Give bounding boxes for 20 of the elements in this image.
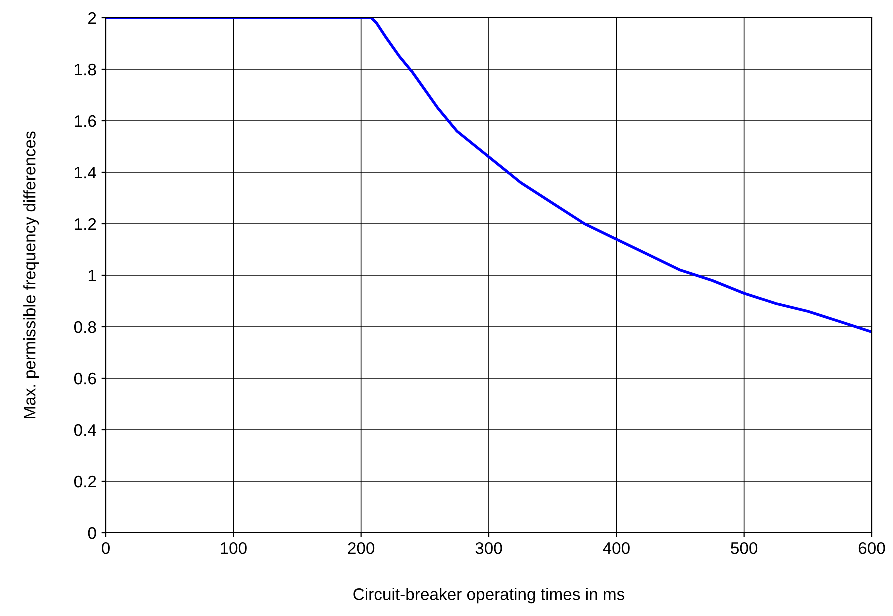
y-tick-label: 0.8 [74, 321, 96, 334]
x-tick-label: 400 [603, 542, 630, 554]
x-tick-label: 100 [221, 542, 247, 554]
y-axis-title: Max. permissible frequency differences [24, 132, 40, 418]
y-tick-label: 0.2 [74, 476, 96, 488]
y-tick-label: 1.2 [75, 218, 96, 230]
y-tick-label: 1.4 [75, 167, 96, 179]
y-tick-label: 0.4 [74, 424, 96, 436]
y-tick-label: 0.6 [74, 372, 96, 385]
y-tick-label: 1.6 [75, 115, 96, 128]
y-tick-label: 1 [88, 270, 96, 282]
x-tick-label: 600 [858, 542, 886, 554]
x-tick-label: 200 [348, 542, 375, 554]
x-tick-label: 500 [731, 542, 758, 554]
x-tick-label: 300 [476, 542, 502, 554]
y-tick-label: 0 [88, 527, 96, 540]
x-axis-title: Circuit-breaker operating times in ms [354, 588, 625, 604]
y-tick-label: 2 [88, 12, 96, 24]
y-tick-label: 1.8 [75, 64, 96, 76]
x-tick-label: 0 [102, 542, 110, 554]
